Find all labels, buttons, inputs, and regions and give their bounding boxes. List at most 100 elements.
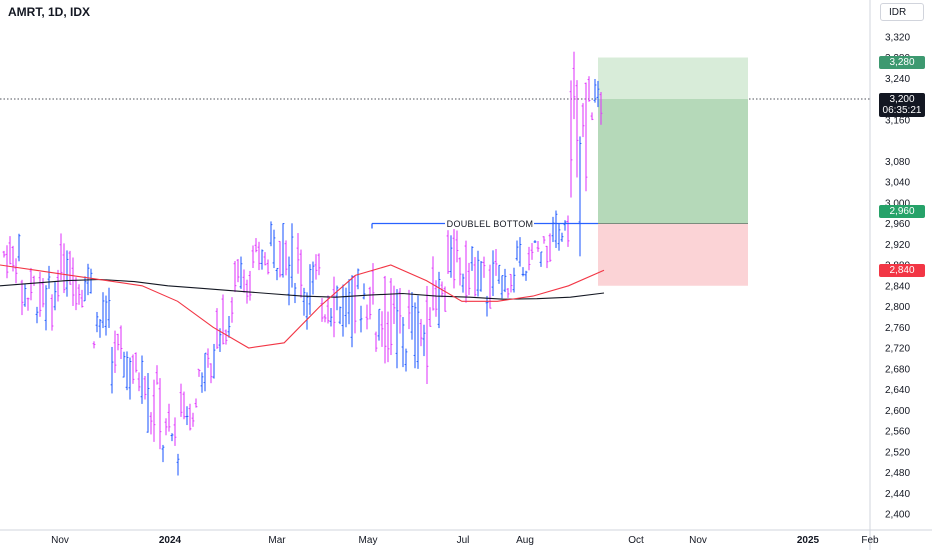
ohlc-bar [356,268,360,290]
ohlc-bar [212,343,216,379]
ohlc-bar [32,275,36,286]
profit-zone [598,99,748,224]
ohlc-bar [266,259,270,275]
ohlc-bar [92,341,96,349]
ohlc-bar [545,245,549,269]
bar-countdown: 06:35:21 [882,105,922,116]
price-tick-label: 2,720 [885,344,910,355]
ohlc-bar [374,331,378,352]
ohlc-bar [404,348,408,372]
ohlc-bar [461,273,465,293]
ohlc-bar [110,346,114,394]
ohlc-bar [521,267,525,277]
ohlc-bar [179,383,183,417]
ohlc-bar [104,295,108,336]
ohlc-bar [305,292,309,330]
ohlc-bar [182,391,186,420]
ohlc-bar [134,352,138,373]
ohlc-bar [428,307,432,327]
time-tick-label: 2024 [159,535,182,546]
ohlc-bar [320,298,324,322]
ohlc-bar [329,308,333,327]
ohlc-bar [410,292,414,340]
ohlc-bar [242,269,246,293]
ohlc-bar [170,433,174,442]
ohlc-bar [512,267,516,293]
last-price-value: 3,200 [889,94,915,105]
time-tick-label: Aug [516,535,534,546]
ohlc-bar [53,282,57,311]
ohlc-bar [116,333,120,351]
ohlc-bar [362,283,366,300]
time-tick-label: Feb [861,535,879,546]
ohlc-bar [26,297,30,311]
ohlc-bar [65,250,69,297]
ohlc-bar [149,412,153,435]
ohlc-bar [143,375,147,400]
ohlc-bar [500,275,504,299]
ohlc-bar [230,297,234,323]
ohlc-bar [566,215,570,247]
price-tick-label: 3,040 [885,178,910,189]
ohlc-bar [206,348,210,368]
ohlc-bar [422,324,426,357]
ohlc-bar [248,270,252,301]
price-tick-label: 3,160 [885,115,910,126]
ohlc-bar [515,240,519,261]
time-tick-label: 2025 [797,535,820,546]
ohlc-bar [224,329,228,345]
ohlc-bar [479,261,483,292]
ohlc-bar [560,232,564,242]
ohlc-bar [185,406,189,426]
ohlc-bar [191,412,195,427]
ohlc-bar [587,76,591,102]
ohlc-bar [239,256,243,289]
ohlc-bar [572,51,576,120]
ohlc-bar [14,258,18,284]
pattern-label: DOUBLEL BOTTOM [447,219,534,229]
ohlc-bar [509,273,513,293]
ohlc-bar [413,302,417,369]
ohlc-bar [29,267,33,301]
ohlc-bar [80,289,84,308]
ohlc-bar [260,249,264,270]
ohlc-bar [563,220,567,231]
ohlc-bar [221,294,225,345]
price-tick-label: 2,560 [885,427,910,438]
ohlc-bar [527,246,531,271]
ohlc-bar [17,233,21,262]
ohlc-bar [272,229,276,269]
ohlc-bar [275,267,279,281]
ohlc-bar [350,275,354,348]
ohlc-bar [113,330,117,373]
ohlc-bar [284,240,288,276]
ohlc-bar [473,257,477,297]
ohlc-bar [494,248,498,276]
ohlc-bar [35,306,39,324]
ohlc-bar [89,268,93,294]
ohlc-bar [47,265,51,289]
ohlc-bar [386,311,390,363]
ohlc-bar [341,284,345,337]
currency-selector[interactable]: IDR [880,3,924,21]
price-tick-label: 3,240 [885,74,910,85]
ohlc-bar [569,80,573,198]
ohlc-bar [371,263,375,305]
ohlc-bar [380,311,384,347]
ohlc-bar [383,275,387,364]
ohlc-bar [437,271,441,329]
ohlc-bar [365,304,369,330]
ohlc-bar [395,289,399,369]
last-price-tag: 3,200 06:35:21 [879,93,925,117]
ohlc-bar [101,292,105,329]
profit-zone-upper [598,57,748,99]
ohlc-bar [23,284,27,307]
ohlc-bar [551,216,555,243]
price-tick-label: 2,440 [885,489,910,500]
ohlc-bar [308,264,312,315]
ohlc-bar [416,295,420,369]
ohlc-bar [446,230,450,274]
price-tick-label: 2,680 [885,364,910,375]
ohlc-bar [152,379,156,442]
